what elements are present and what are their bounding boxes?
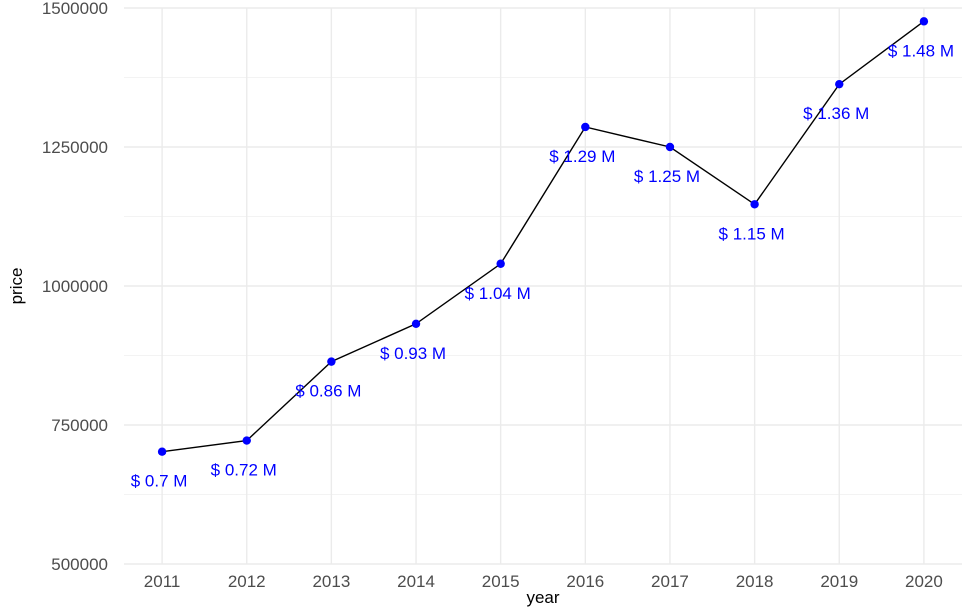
data-point (750, 200, 759, 209)
data-label: $ 0.86 M (295, 382, 361, 401)
y-tick-label: 500000 (51, 555, 108, 574)
data-point (157, 447, 167, 456)
data-label: $ 1.29 M (549, 147, 615, 166)
x-tick-label: 2015 (482, 572, 520, 591)
y-tick-label: 1000000 (42, 277, 108, 296)
data-point (496, 259, 505, 268)
data-label: $ 0.93 M (380, 344, 446, 363)
x-axis-title: year (526, 588, 559, 607)
y-tick-label: 1250000 (42, 138, 108, 157)
x-tick-label: 2020 (905, 572, 943, 591)
data-point (665, 142, 675, 152)
data-label: $ 1.04 M (465, 284, 531, 303)
y-tick-label: 750000 (51, 416, 108, 435)
data-point (835, 79, 844, 89)
data-point (327, 357, 336, 366)
x-axis-ticks: 2011 2012 2013 2014 2015 2016 2017 2018 2019 2020 (144, 572, 943, 591)
data-point (242, 436, 251, 445)
x-tick-label: 2018 (736, 572, 774, 591)
x-tick-label: 2012 (228, 572, 266, 591)
grid (124, 7, 962, 565)
y-tick-label: 1500000 (42, 0, 108, 18)
data-point (411, 319, 421, 329)
data-label: $ 1.25 M (634, 167, 700, 186)
series-line (162, 20, 925, 453)
data-labels: $ 0.7 M $ 0.72 M $ 0.86 M $ 0.93 M $ 1.04 M $… (131, 41, 954, 490)
data-label: $ 0.72 M (211, 461, 277, 480)
y-axis-title: price (7, 268, 26, 305)
data-point (581, 122, 590, 132)
x-tick-label: 2013 (312, 572, 350, 591)
data-label: $ 1.48 M (888, 41, 954, 60)
y-axis-ticks: 500000 750000 1000000 1250000 1500000 (42, 0, 108, 574)
data-points (157, 17, 929, 456)
data-label: $ 1.36 M (803, 104, 869, 123)
x-tick-label: 2019 (820, 572, 858, 591)
x-tick-label: 2016 (566, 572, 604, 591)
series-line-group (162, 20, 925, 453)
data-label: $ 1.15 M (719, 224, 785, 243)
x-tick-label: 2017 (651, 572, 689, 591)
data-point (919, 17, 929, 26)
data-label: $ 0.7 M (131, 472, 188, 491)
x-tick-label: 2011 (144, 572, 181, 591)
x-tick-label: 2014 (397, 572, 435, 591)
